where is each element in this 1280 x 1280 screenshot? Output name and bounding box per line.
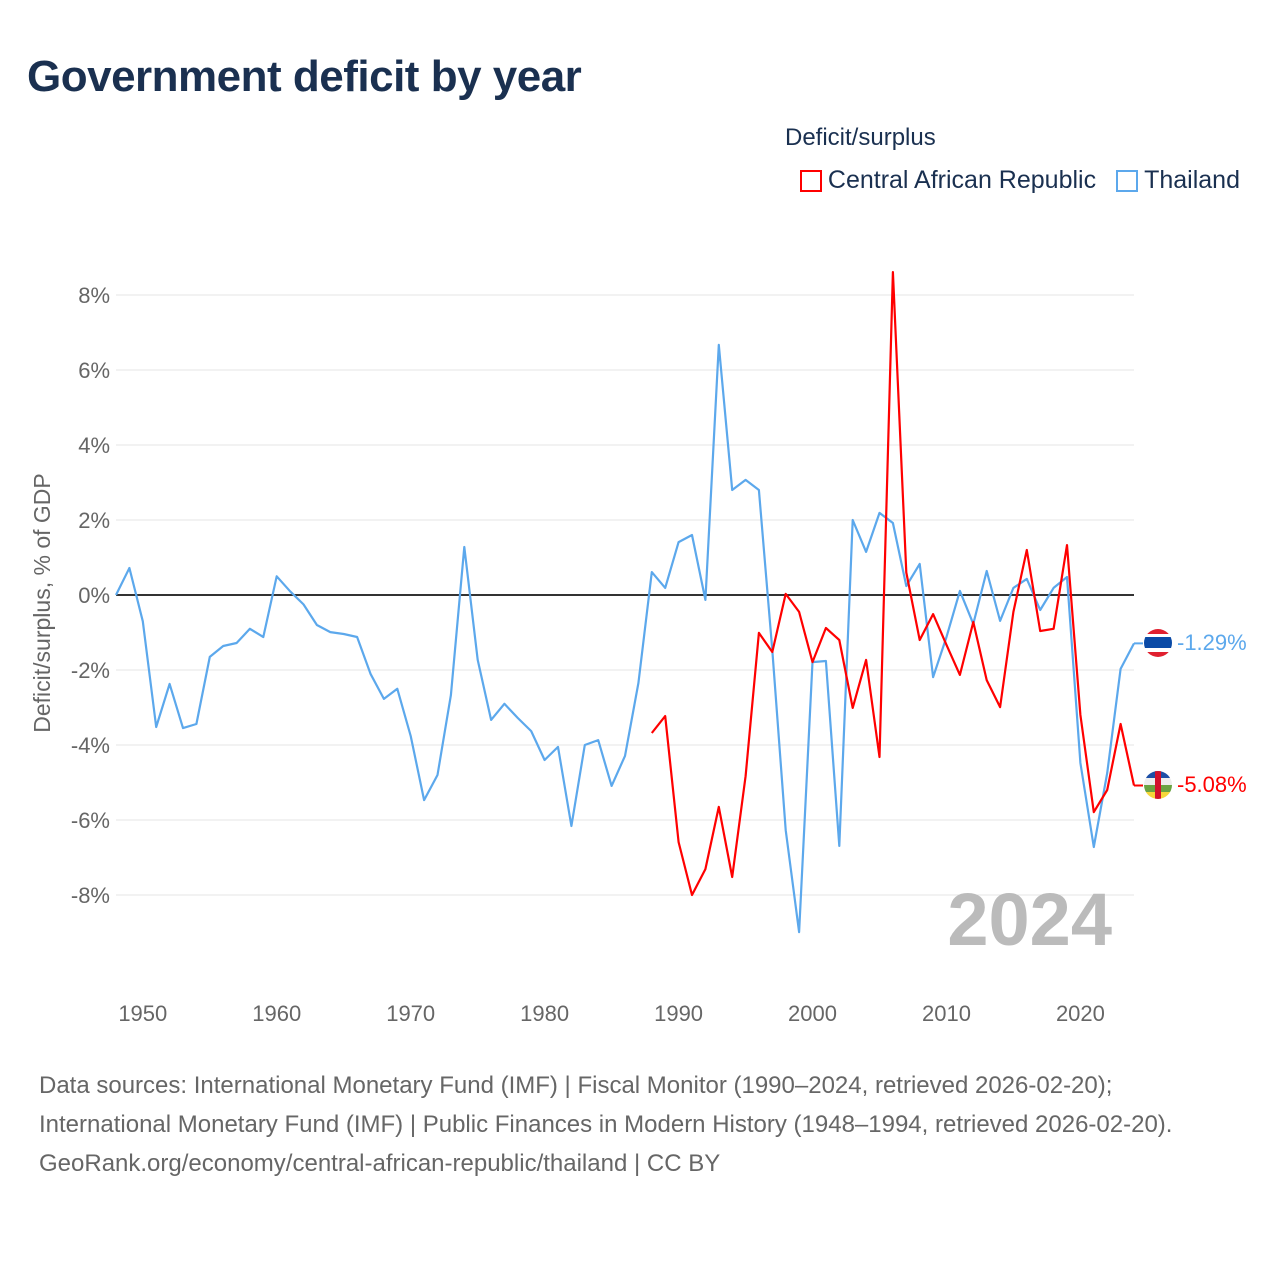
series-line-thailand [115, 343, 1135, 934]
legend-swatch-car [799, 169, 822, 192]
y-tick-label: 2% [78, 508, 110, 533]
flag-central-african-republic-icon [1144, 771, 1172, 799]
end-label-thailand: -1.29% [1177, 630, 1247, 655]
x-tick-label: 2000 [788, 1001, 837, 1026]
y-tick-label: -2% [71, 658, 110, 683]
year-watermark: 2024 [947, 878, 1112, 961]
legend-label-car: Central African Republic [827, 166, 1097, 194]
y-tick-label: -8% [71, 883, 110, 908]
y-axis-label: Deficit/surplus, % of GDP [29, 473, 55, 732]
chart-title: Government deficit by year [27, 52, 582, 101]
legend-item-thailand[interactable]: Thailand [1116, 166, 1240, 195]
end-label-car: -5.08% [1177, 772, 1247, 797]
x-tick-label: 1990 [654, 1001, 703, 1026]
x-tick-label: 1970 [386, 1001, 435, 1026]
x-tick-label: 1950 [118, 1001, 167, 1026]
legend: Central African Republic Thailand [799, 166, 1240, 195]
y-tick-label: 6% [78, 358, 110, 383]
legend-swatch-thailand [1116, 169, 1139, 192]
y-tick-label: -4% [71, 733, 110, 758]
y-tick-label: 4% [78, 433, 110, 458]
chart-plot: 8% 6% 4% 2% 0% -2% -4% -6% -8% 1950 1960 1970 1980 1… [29, 271, 1247, 1026]
x-tick-label: 2020 [1056, 1001, 1105, 1026]
x-tick-label: 1960 [252, 1001, 301, 1026]
series-line-central-african-republic [650, 271, 1136, 897]
y-tick-label: -6% [71, 808, 110, 833]
footer: Data sources: International Monetary Fun… [39, 1066, 1239, 1183]
credit-link[interactable]: GeoRank.org/economy/central-african-repu… [39, 1150, 721, 1177]
flag-thailand-icon [1144, 629, 1172, 657]
y-tick-label: 8% [78, 283, 110, 308]
legend-item-car[interactable]: Central African Republic [799, 166, 1097, 195]
x-tick-label: 2010 [922, 1001, 971, 1026]
legend-label-thailand: Thailand [1144, 166, 1240, 194]
y-tick-label: 0% [78, 583, 110, 608]
data-sources: Data sources: International Monetary Fun… [39, 1072, 1173, 1138]
x-tick-label: 1980 [520, 1001, 569, 1026]
legend-title: Deficit/surplus [785, 124, 936, 151]
